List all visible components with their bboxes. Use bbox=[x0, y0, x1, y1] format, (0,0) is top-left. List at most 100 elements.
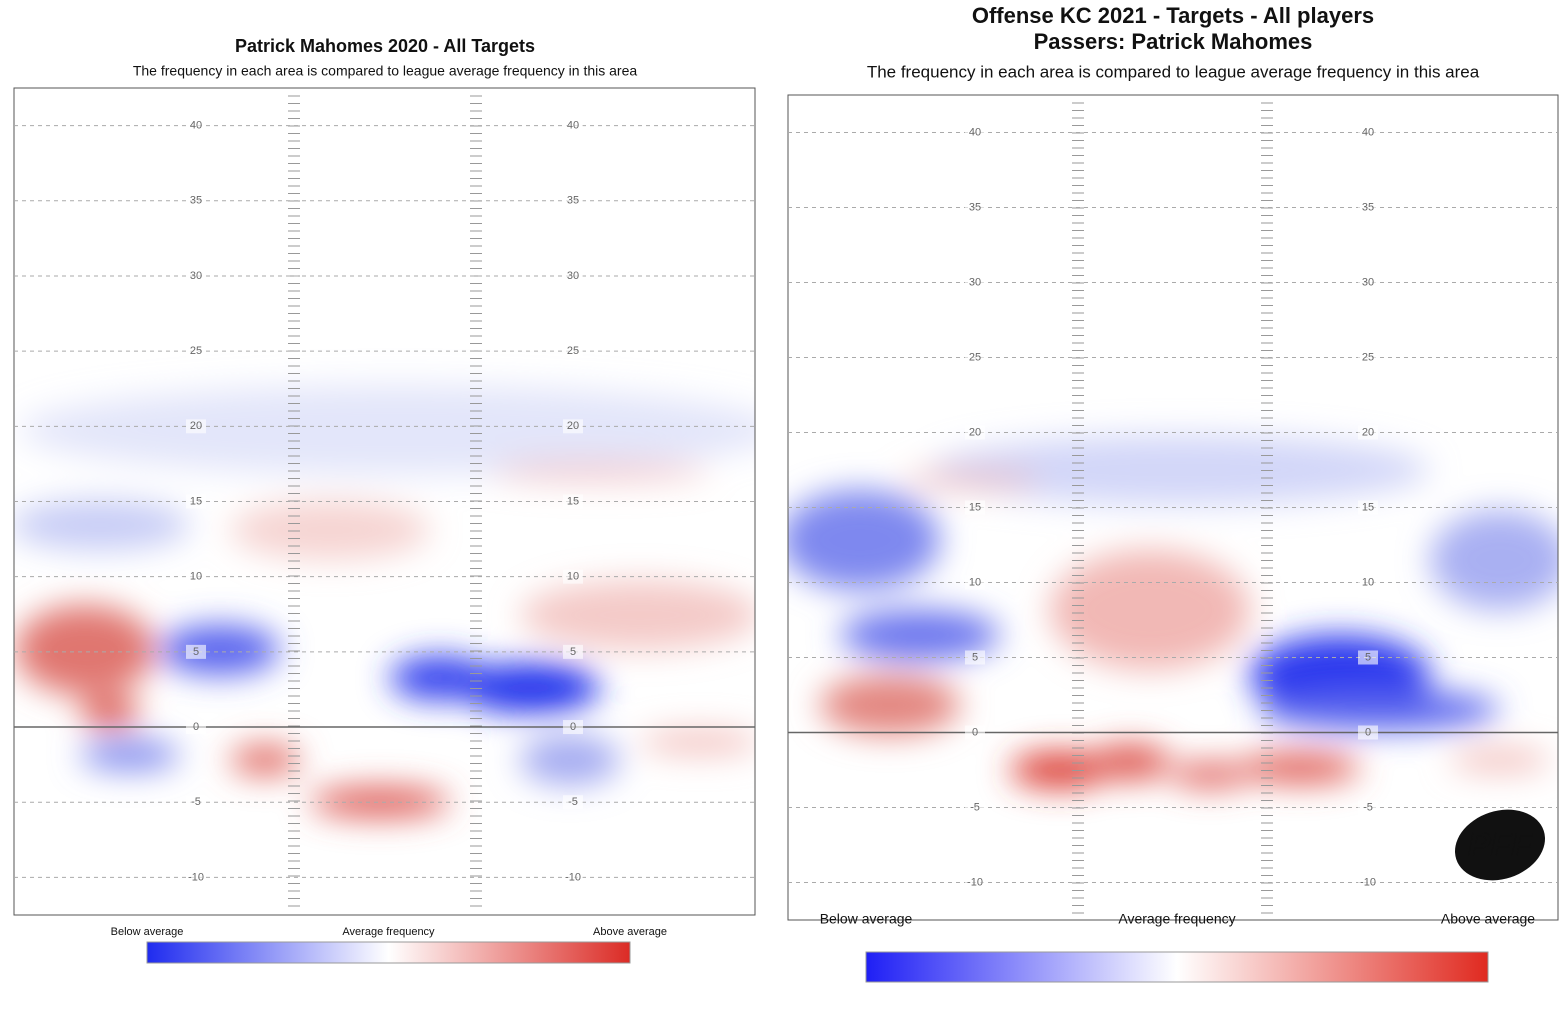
y-tick-label: 15 bbox=[190, 495, 202, 507]
chart-subtitle: The frequency in each area is compared t… bbox=[867, 62, 1480, 81]
tick-label-bg bbox=[563, 569, 583, 584]
chart-title: Passers: Patrick Mahomes bbox=[1034, 29, 1313, 54]
tick-label-bg bbox=[186, 118, 206, 133]
tick-label-bg bbox=[965, 650, 985, 665]
y-tick-label: 35 bbox=[567, 195, 579, 207]
tick-label-bg bbox=[1358, 650, 1378, 665]
tick-label-bg bbox=[1358, 275, 1378, 290]
tick-label-bg bbox=[186, 720, 206, 735]
tick-label-bg bbox=[186, 795, 206, 810]
y-tick-label: 40 bbox=[567, 119, 579, 131]
tick-label-bg bbox=[186, 344, 206, 359]
tick-label-bg bbox=[965, 725, 985, 740]
tick-label-bg bbox=[563, 193, 583, 208]
y-tick-label: 35 bbox=[1362, 201, 1374, 213]
tick-label-bg bbox=[965, 200, 985, 215]
y-tick-label: 30 bbox=[567, 270, 579, 282]
tick-label-bg bbox=[965, 125, 985, 140]
y-tick-label: 10 bbox=[567, 571, 579, 583]
tick-label-bg bbox=[186, 494, 206, 509]
tick-label-bg bbox=[186, 569, 206, 584]
tick-label-bg bbox=[563, 720, 583, 735]
y-tick-label: -10 bbox=[188, 871, 204, 883]
y-tick-label: 30 bbox=[190, 270, 202, 282]
y-tick-label: -5 bbox=[568, 796, 578, 808]
tick-label-bg bbox=[965, 800, 985, 815]
logo: PFF bbox=[1468, 826, 1533, 864]
tick-label-bg bbox=[563, 870, 583, 885]
tick-label-bg bbox=[1358, 500, 1378, 515]
chart-subtitle: The frequency in each area is compared t… bbox=[133, 63, 638, 79]
tick-label-bg bbox=[563, 644, 583, 659]
y-tick-label: 15 bbox=[1362, 501, 1374, 513]
y-tick-label: 0 bbox=[570, 721, 576, 733]
tick-label-bg bbox=[965, 875, 985, 890]
tick-label-bg bbox=[186, 268, 206, 283]
chart-title: Patrick Mahomes 2020 - All Targets bbox=[235, 36, 535, 56]
tick-label-bg bbox=[563, 344, 583, 359]
tick-label-bg bbox=[563, 419, 583, 434]
tick-label-bg bbox=[1358, 725, 1378, 740]
y-tick-label: 20 bbox=[969, 426, 981, 438]
y-tick-label: 20 bbox=[567, 420, 579, 432]
heat-blobs bbox=[788, 435, 1558, 788]
y-tick-label: 0 bbox=[193, 721, 199, 733]
y-tick-label: 20 bbox=[1362, 426, 1374, 438]
colorbar-label: Above average bbox=[1441, 911, 1535, 927]
y-tick-label: 40 bbox=[190, 119, 202, 131]
tick-label-bg bbox=[563, 795, 583, 810]
tick-label-bg bbox=[1358, 575, 1378, 590]
tick-label-bg bbox=[563, 268, 583, 283]
y-tick-label: 30 bbox=[1362, 276, 1374, 288]
y-tick-label: -5 bbox=[191, 796, 201, 808]
tick-label-bg bbox=[186, 419, 206, 434]
y-tick-label: -5 bbox=[970, 801, 980, 813]
tick-label-bg bbox=[965, 275, 985, 290]
chart-title: Offense KC 2021 - Targets - All players bbox=[972, 3, 1374, 28]
y-tick-label: 5 bbox=[1365, 651, 1371, 663]
y-tick-label: 5 bbox=[972, 651, 978, 663]
colorbar-label: Average frequency bbox=[342, 926, 435, 938]
colorbar-label: Above average bbox=[593, 926, 667, 938]
tick-label-bg bbox=[1358, 425, 1378, 440]
tick-label-bg bbox=[965, 500, 985, 515]
y-tick-label: -10 bbox=[565, 871, 581, 883]
y-tick-label: 5 bbox=[193, 646, 199, 658]
tick-label-bg bbox=[965, 350, 985, 365]
tick-label-bg bbox=[965, 575, 985, 590]
tick-label-bg bbox=[1358, 875, 1378, 890]
y-tick-label: 15 bbox=[969, 501, 981, 513]
tick-label-bg bbox=[965, 425, 985, 440]
y-tick-label: -5 bbox=[1363, 801, 1373, 813]
colorbar-label: Below average bbox=[111, 926, 184, 938]
tick-label-bg bbox=[186, 644, 206, 659]
y-tick-label: 25 bbox=[969, 351, 981, 363]
tick-label-bg bbox=[1358, 200, 1378, 215]
y-tick-label: 15 bbox=[567, 495, 579, 507]
y-tick-label: 30 bbox=[969, 276, 981, 288]
y-tick-label: 10 bbox=[1362, 576, 1374, 588]
y-tick-label: -10 bbox=[967, 876, 983, 888]
y-tick-label: 35 bbox=[190, 195, 202, 207]
y-tick-label: 0 bbox=[972, 726, 978, 738]
y-tick-label: 25 bbox=[1362, 351, 1374, 363]
y-tick-label: 5 bbox=[570, 646, 576, 658]
tick-label-bg bbox=[186, 870, 206, 885]
y-tick-label: -10 bbox=[1360, 876, 1376, 888]
tick-label-bg bbox=[563, 118, 583, 133]
tick-label-bg bbox=[1358, 125, 1378, 140]
tick-label-bg bbox=[563, 494, 583, 509]
heat-blobs bbox=[14, 385, 755, 817]
y-tick-label: 40 bbox=[1362, 126, 1374, 138]
y-tick-label: 10 bbox=[190, 571, 202, 583]
y-tick-label: 35 bbox=[969, 201, 981, 213]
colorbar bbox=[146, 941, 631, 964]
y-tick-label: 25 bbox=[190, 345, 202, 357]
colorbar bbox=[865, 951, 1489, 983]
tick-label-bg bbox=[1358, 800, 1378, 815]
y-tick-label: 10 bbox=[969, 576, 981, 588]
y-tick-label: 20 bbox=[190, 420, 202, 432]
y-tick-label: 0 bbox=[1365, 726, 1371, 738]
